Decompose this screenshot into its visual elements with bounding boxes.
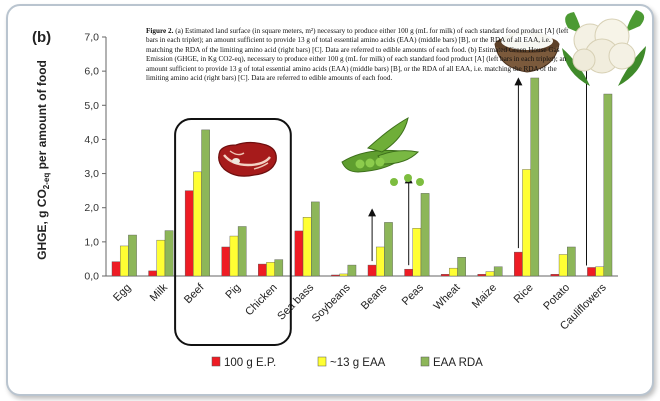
- bars-group: [111, 77, 613, 277]
- bar-egg-2: [119, 245, 129, 277]
- bar-beef-3: [201, 129, 210, 277]
- bar-cauliflowers-2: [595, 266, 605, 277]
- legend-label: 100 g E.P.: [224, 357, 276, 369]
- figure-caption: Figure 2. (a) Estimated land surface (in…: [146, 27, 570, 83]
- bar-milk-3: [164, 230, 174, 277]
- bar-beef-1: [184, 190, 194, 277]
- x-tick-label: Chicken: [243, 282, 280, 319]
- x-tick-label: Peas: [400, 281, 427, 308]
- y-tick-label: 7,0: [84, 32, 99, 44]
- y-axis-label: GHGE, g CO2-eq per amount of food: [35, 60, 51, 260]
- bar-peas-1: [404, 268, 413, 277]
- steak-image: [218, 141, 277, 177]
- bar-wheat-3: [457, 257, 466, 277]
- peas-image: [341, 117, 424, 186]
- bar-potato-1: [550, 274, 560, 277]
- bar-sea-bass-2: [302, 217, 312, 277]
- bar-milk-2: [156, 239, 166, 277]
- y-tick-label: 4,0: [84, 134, 99, 146]
- bar-rice-3: [530, 77, 540, 277]
- panel-label: (b): [32, 29, 51, 46]
- bar-soybeans-2: [339, 273, 349, 277]
- bar-soybeans-1: [331, 274, 340, 277]
- bar-milk-1: [148, 270, 157, 277]
- y-tick-label: 0,0: [84, 271, 99, 283]
- rice-bowl-image: [494, 32, 560, 73]
- y-tick-label: 6,0: [84, 66, 99, 78]
- bar-egg-3: [128, 234, 137, 277]
- cauliflower-image: [562, 10, 646, 86]
- y-axis: 0,0 1,0 2,0 3,0 4,0 5,0 6,0 7,0: [84, 32, 618, 283]
- y-tick-label: 1,0: [84, 236, 99, 248]
- figure-frame: [6, 4, 654, 396]
- legend-label: ~13 g EAA: [330, 357, 386, 369]
- bar-egg-1: [111, 261, 121, 277]
- x-tick-label: Wheat: [432, 282, 463, 313]
- bar-pig-1: [221, 246, 231, 277]
- meat-highlight-box: [174, 118, 292, 346]
- bar-sea-bass-1: [294, 230, 304, 277]
- bar-potato-3: [567, 246, 576, 277]
- caption-text: (a) Estimated land surface (in square me…: [146, 27, 569, 83]
- bar-peas-2: [412, 227, 422, 277]
- caption-figure-label: Figure 2.: [146, 27, 174, 35]
- bar-maize-1: [477, 274, 487, 277]
- bar-cauliflowers-3: [603, 93, 613, 277]
- y-tick-label: 5,0: [84, 100, 99, 112]
- legend-label: EAA RDA: [433, 357, 483, 369]
- legend-swatch: [317, 356, 327, 367]
- bar-wheat-1: [440, 274, 450, 277]
- bar-beans-3: [384, 222, 393, 277]
- x-tick-label: Potato: [541, 282, 572, 313]
- x-tick-label: Beef: [182, 281, 207, 306]
- legend-swatch: [211, 356, 221, 367]
- x-tick-label: Beans: [359, 281, 390, 312]
- bar-soybeans-3: [347, 264, 357, 277]
- legend: 100 g E.P. ~13 g EAA EAA RDA: [211, 356, 483, 369]
- x-tick-label: Rice: [512, 282, 536, 306]
- bar-sea-bass-3: [311, 201, 320, 277]
- bar-rice-1: [514, 251, 523, 277]
- x-tick-label: Pig: [223, 282, 243, 302]
- bar-beef-2: [193, 171, 202, 277]
- bar-peas-3: [420, 193, 430, 277]
- x-tick-label: Maize: [470, 282, 499, 311]
- bar-wheat-2: [449, 267, 458, 277]
- bar-beans-2: [375, 246, 385, 277]
- bar-chicken-3: [274, 259, 284, 277]
- meat-highlight-rect: [174, 118, 292, 346]
- bar-cauliflowers-1: [587, 267, 596, 277]
- bar-maize-3: [493, 266, 503, 277]
- bar-chicken-2: [266, 262, 275, 277]
- x-tick-label: Milk: [148, 281, 171, 304]
- y-tick-label: 3,0: [84, 168, 99, 180]
- bar-pig-2: [229, 235, 239, 277]
- bar-chicken-1: [258, 263, 267, 277]
- bar-rice-2: [522, 169, 531, 277]
- legend-swatch: [420, 356, 430, 367]
- y-axis-title: GHGE, g CO2-eq per amount of food: [35, 60, 51, 260]
- bar-pig-3: [237, 226, 247, 277]
- y-tick-label: 2,0: [84, 202, 99, 214]
- x-tick-label: Soybeans: [310, 281, 353, 324]
- bar-beans-1: [367, 264, 377, 277]
- bar-potato-2: [558, 254, 568, 277]
- x-tick-label: Egg: [111, 282, 133, 304]
- bar-maize-2: [485, 271, 495, 277]
